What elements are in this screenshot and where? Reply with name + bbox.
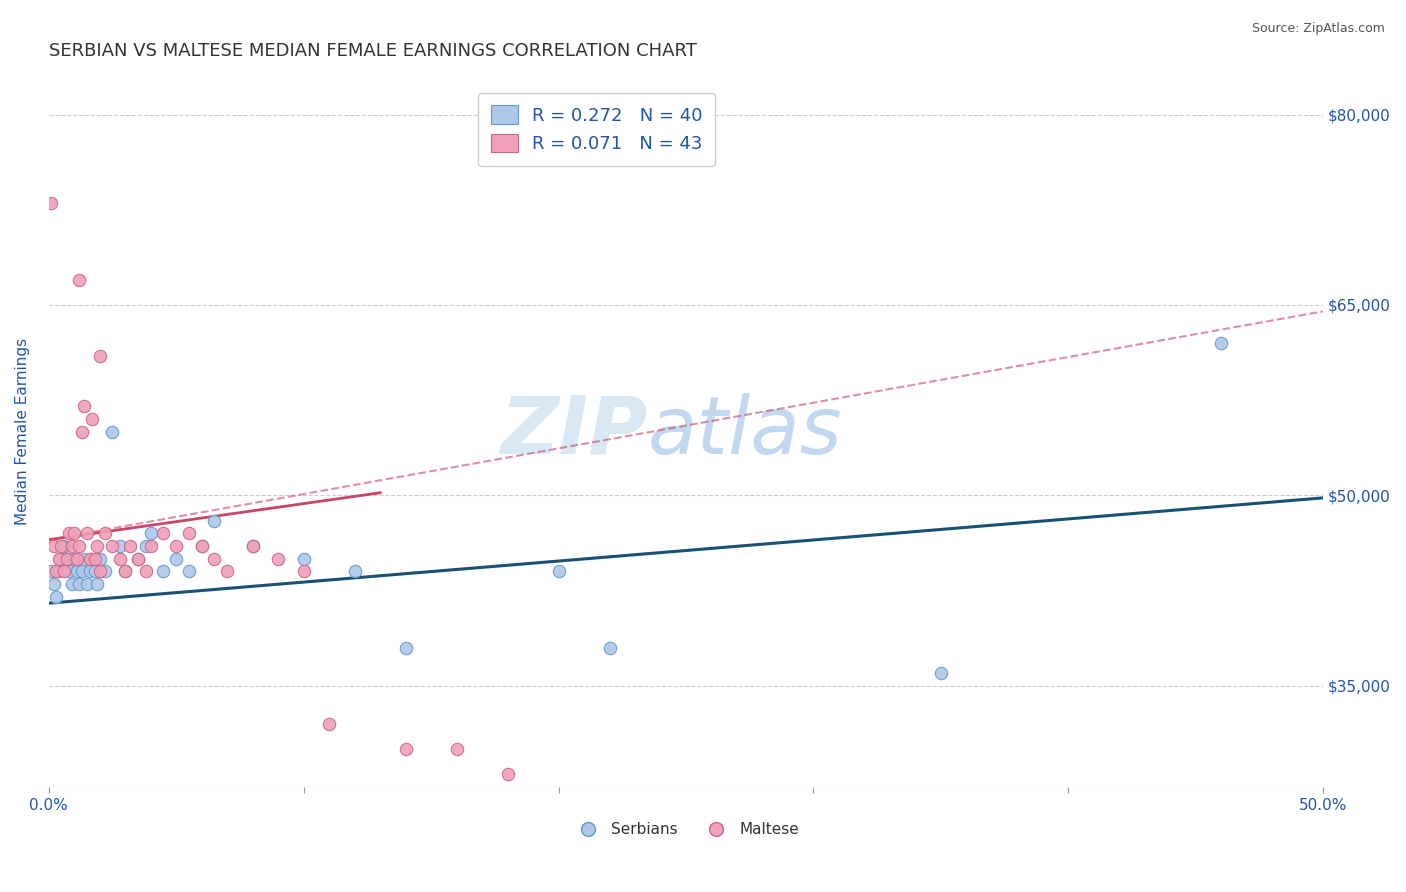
Point: [45, 565, 67, 579]
Y-axis label: Median Female Earnings: Median Female Earnings: [15, 338, 30, 525]
Point: [929, 665, 952, 680]
Point: [343, 565, 366, 579]
Point: [79, 565, 101, 579]
Point: [101, 539, 124, 553]
Point: [66, 565, 89, 579]
Point: [80, 551, 103, 566]
Point: [139, 526, 162, 541]
Point: [114, 565, 136, 579]
Point: [53, 539, 76, 553]
Point: [83, 551, 105, 566]
Point: [89, 551, 111, 566]
Point: [60, 577, 83, 591]
Point: [165, 539, 187, 553]
Point: [135, 539, 157, 553]
Point: [135, 565, 157, 579]
Point: [39, 565, 62, 579]
Point: [70, 425, 93, 439]
Point: [53, 565, 76, 579]
Point: [547, 565, 569, 579]
Point: [48, 565, 70, 579]
Point: [190, 539, 212, 553]
Point: [55, 551, 77, 566]
Point: [394, 640, 416, 655]
Text: atlas: atlas: [648, 392, 842, 471]
Point: [58, 565, 80, 579]
Point: [114, 565, 136, 579]
Point: [94, 565, 117, 579]
Point: [79, 551, 101, 566]
Point: [204, 551, 226, 566]
Point: [86, 577, 108, 591]
Point: [67, 539, 90, 553]
Point: [83, 565, 105, 579]
Point: [60, 539, 83, 553]
Point: [73, 551, 96, 566]
Point: [39, 196, 62, 211]
Point: [177, 526, 200, 541]
Point: [76, 526, 98, 541]
Point: [292, 565, 315, 579]
Point: [42, 577, 65, 591]
Point: [204, 514, 226, 528]
Point: [51, 539, 73, 553]
Point: [267, 551, 290, 566]
Text: ZIP: ZIP: [501, 392, 648, 471]
Point: [89, 565, 111, 579]
Point: [55, 551, 77, 566]
Legend: Serbians, Maltese: Serbians, Maltese: [567, 816, 806, 844]
Point: [76, 577, 98, 591]
Point: [127, 551, 149, 566]
Point: [165, 551, 187, 566]
Point: [1211, 336, 1233, 351]
Point: [101, 425, 124, 439]
Point: [89, 349, 111, 363]
Point: [318, 716, 340, 731]
Point: [242, 539, 264, 553]
Point: [292, 551, 315, 566]
Point: [127, 551, 149, 566]
Point: [177, 565, 200, 579]
Point: [599, 640, 621, 655]
Point: [86, 539, 108, 553]
Point: [496, 767, 519, 781]
Point: [139, 539, 162, 553]
Point: [80, 412, 103, 426]
Point: [67, 577, 90, 591]
Point: [152, 526, 174, 541]
Text: SERBIAN VS MALTESE MEDIAN FEMALE EARNINGS CORRELATION CHART: SERBIAN VS MALTESE MEDIAN FEMALE EARNING…: [49, 42, 696, 60]
Point: [190, 539, 212, 553]
Point: [58, 526, 80, 541]
Point: [152, 565, 174, 579]
Point: [42, 539, 65, 553]
Point: [73, 400, 96, 414]
Point: [120, 539, 142, 553]
Point: [48, 551, 70, 566]
Point: [217, 565, 239, 579]
Point: [108, 539, 131, 553]
Point: [70, 565, 93, 579]
Point: [446, 742, 468, 756]
Point: [394, 742, 416, 756]
Point: [66, 551, 89, 566]
Point: [63, 551, 86, 566]
Point: [108, 551, 131, 566]
Point: [45, 590, 67, 604]
Point: [63, 526, 86, 541]
Point: [242, 539, 264, 553]
Point: [51, 551, 73, 566]
Point: [94, 526, 117, 541]
Text: Source: ZipAtlas.com: Source: ZipAtlas.com: [1251, 22, 1385, 36]
Point: [67, 272, 90, 286]
